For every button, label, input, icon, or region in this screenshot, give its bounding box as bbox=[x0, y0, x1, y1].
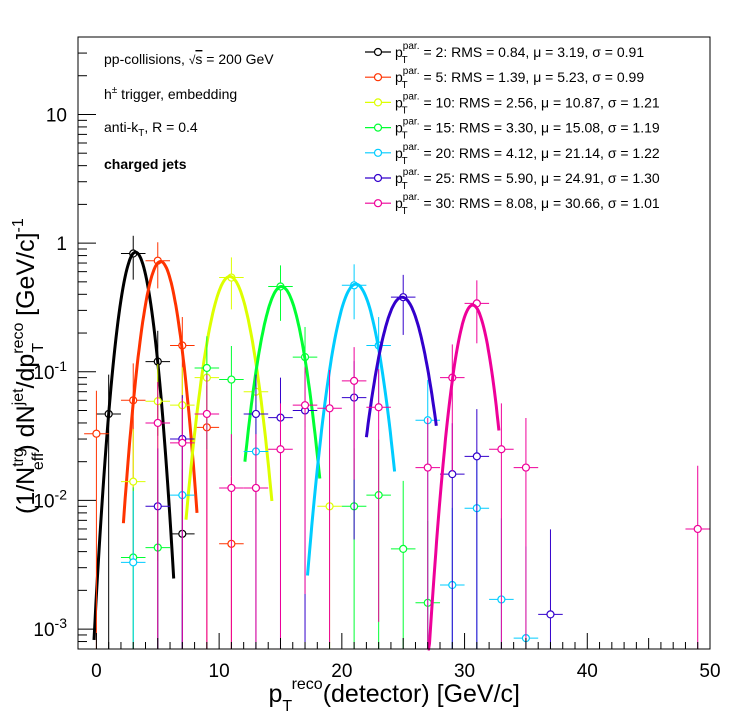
x-tick-label: 0 bbox=[91, 661, 102, 682]
data-point bbox=[129, 477, 138, 486]
series-7 bbox=[145, 280, 710, 651]
x-tick-label: 10 bbox=[209, 661, 230, 682]
legend-marker bbox=[373, 148, 383, 157]
data-point bbox=[300, 401, 310, 410]
plot-marks bbox=[84, 235, 710, 651]
x-axis-title: pTreco(detector) [GeV/c] bbox=[268, 676, 520, 715]
x-tick-label: 50 bbox=[699, 661, 720, 682]
legend-label: ppar. T = 25: RMS = 5.90, μ = 24.91, σ = … bbox=[395, 167, 660, 192]
annotation-algorithm: anti-kT, R = 0.4 bbox=[104, 119, 198, 139]
x-tick-label: 30 bbox=[454, 661, 475, 682]
data-point bbox=[202, 409, 211, 419]
data-point bbox=[202, 363, 211, 373]
data-point bbox=[546, 610, 555, 619]
data-point bbox=[92, 429, 101, 438]
data-point bbox=[399, 544, 408, 553]
data-point bbox=[521, 463, 531, 472]
y-tick-label: 10-3 bbox=[33, 615, 67, 641]
data-point bbox=[153, 418, 162, 428]
legend-label: ppar. T = 2: RMS = 0.84, μ = 3.19, σ = 0.… bbox=[395, 41, 644, 66]
fit-curve bbox=[121, 260, 199, 524]
data-point bbox=[374, 403, 383, 412]
legend-item: ppar. T = 5: RMS = 1.39, μ = 5.23, σ = 0.… bbox=[365, 66, 644, 91]
annotation-jets: charged jets bbox=[104, 156, 187, 172]
y-axis: 10-3 10-2 10-1 1 10 bbox=[33, 36, 96, 650]
legend-label: ppar. T = 15: RMS = 3.30, μ = 15.08, σ = … bbox=[395, 117, 660, 142]
y-tick-label: 10-1 bbox=[33, 358, 67, 384]
data-point bbox=[423, 463, 432, 472]
data-point bbox=[325, 404, 334, 413]
x-tick-label: 20 bbox=[331, 661, 352, 682]
data-point bbox=[178, 438, 187, 447]
fit-curve bbox=[243, 284, 322, 479]
data-point bbox=[350, 376, 359, 385]
data-point bbox=[251, 409, 261, 419]
data-point bbox=[276, 445, 285, 454]
legend-marker bbox=[373, 73, 383, 82]
legend: ppar. T = 2: RMS = 0.84, μ = 3.19, σ = 0.… bbox=[365, 41, 660, 217]
legend-marker bbox=[373, 173, 383, 183]
legend-marker bbox=[373, 98, 383, 107]
fit-curve bbox=[364, 295, 438, 438]
fit-curve bbox=[427, 303, 501, 651]
data-point bbox=[251, 483, 261, 493]
plot-frame bbox=[77, 36, 711, 650]
legend-marker bbox=[373, 123, 383, 132]
fit-curve bbox=[184, 274, 274, 520]
data-point bbox=[472, 452, 481, 461]
legend-label: ppar. T = 20: RMS = 4.12, μ = 21.14, σ = … bbox=[395, 142, 660, 167]
data-point bbox=[448, 470, 457, 479]
annotation-block: pp-collisions, √s = 200 GeV h± trigger, … bbox=[104, 51, 274, 172]
y-axis-title: (1/Ntrg eff) dNjet/dpreco T [GeV/c]-1 bbox=[10, 218, 47, 514]
fit-curve bbox=[92, 250, 176, 640]
data-point bbox=[497, 445, 506, 454]
x-tick-label: 40 bbox=[577, 661, 598, 682]
y-tick-label: 10-2 bbox=[33, 486, 67, 512]
legend-item: ppar. T = 25: RMS = 5.90, μ = 24.91, σ = … bbox=[365, 167, 660, 192]
data-point bbox=[227, 483, 236, 493]
legend-item: ppar. T = 10: RMS = 2.56, μ = 10.87, σ = … bbox=[365, 91, 660, 116]
legend-item: ppar. T = 30: RMS = 8.08, μ = 30.66, σ = … bbox=[365, 192, 660, 217]
data-point bbox=[693, 524, 702, 534]
legend-label: ppar. T = 30: RMS = 8.08, μ = 30.66, σ = … bbox=[395, 192, 660, 217]
legend-label: ppar. T = 5: RMS = 1.39, μ = 5.23, σ = 0.… bbox=[395, 66, 644, 91]
annotation-collisions: pp-collisions, √s = 200 GeV bbox=[104, 51, 274, 67]
y-tick-label: 1 bbox=[56, 234, 67, 255]
legend-item: ppar. T = 20: RMS = 4.12, μ = 21.14, σ = … bbox=[365, 142, 660, 167]
legend-item: ppar. T = 15: RMS = 3.30, μ = 15.08, σ = … bbox=[365, 117, 660, 142]
data-point bbox=[227, 375, 236, 384]
legend-marker bbox=[373, 199, 383, 208]
y-tick-label: 10 bbox=[46, 105, 67, 126]
legend-label: ppar. T = 10: RMS = 2.56, μ = 10.87, σ = … bbox=[395, 91, 660, 116]
x-axis: 0 10 20 30 40 50 bbox=[91, 633, 721, 682]
data-point bbox=[129, 558, 138, 567]
annotation-trigger: h± trigger, embedding bbox=[104, 85, 237, 102]
legend-item: ppar. T = 2: RMS = 0.84, μ = 3.19, σ = 0.… bbox=[365, 41, 644, 66]
legend-marker bbox=[373, 47, 383, 57]
